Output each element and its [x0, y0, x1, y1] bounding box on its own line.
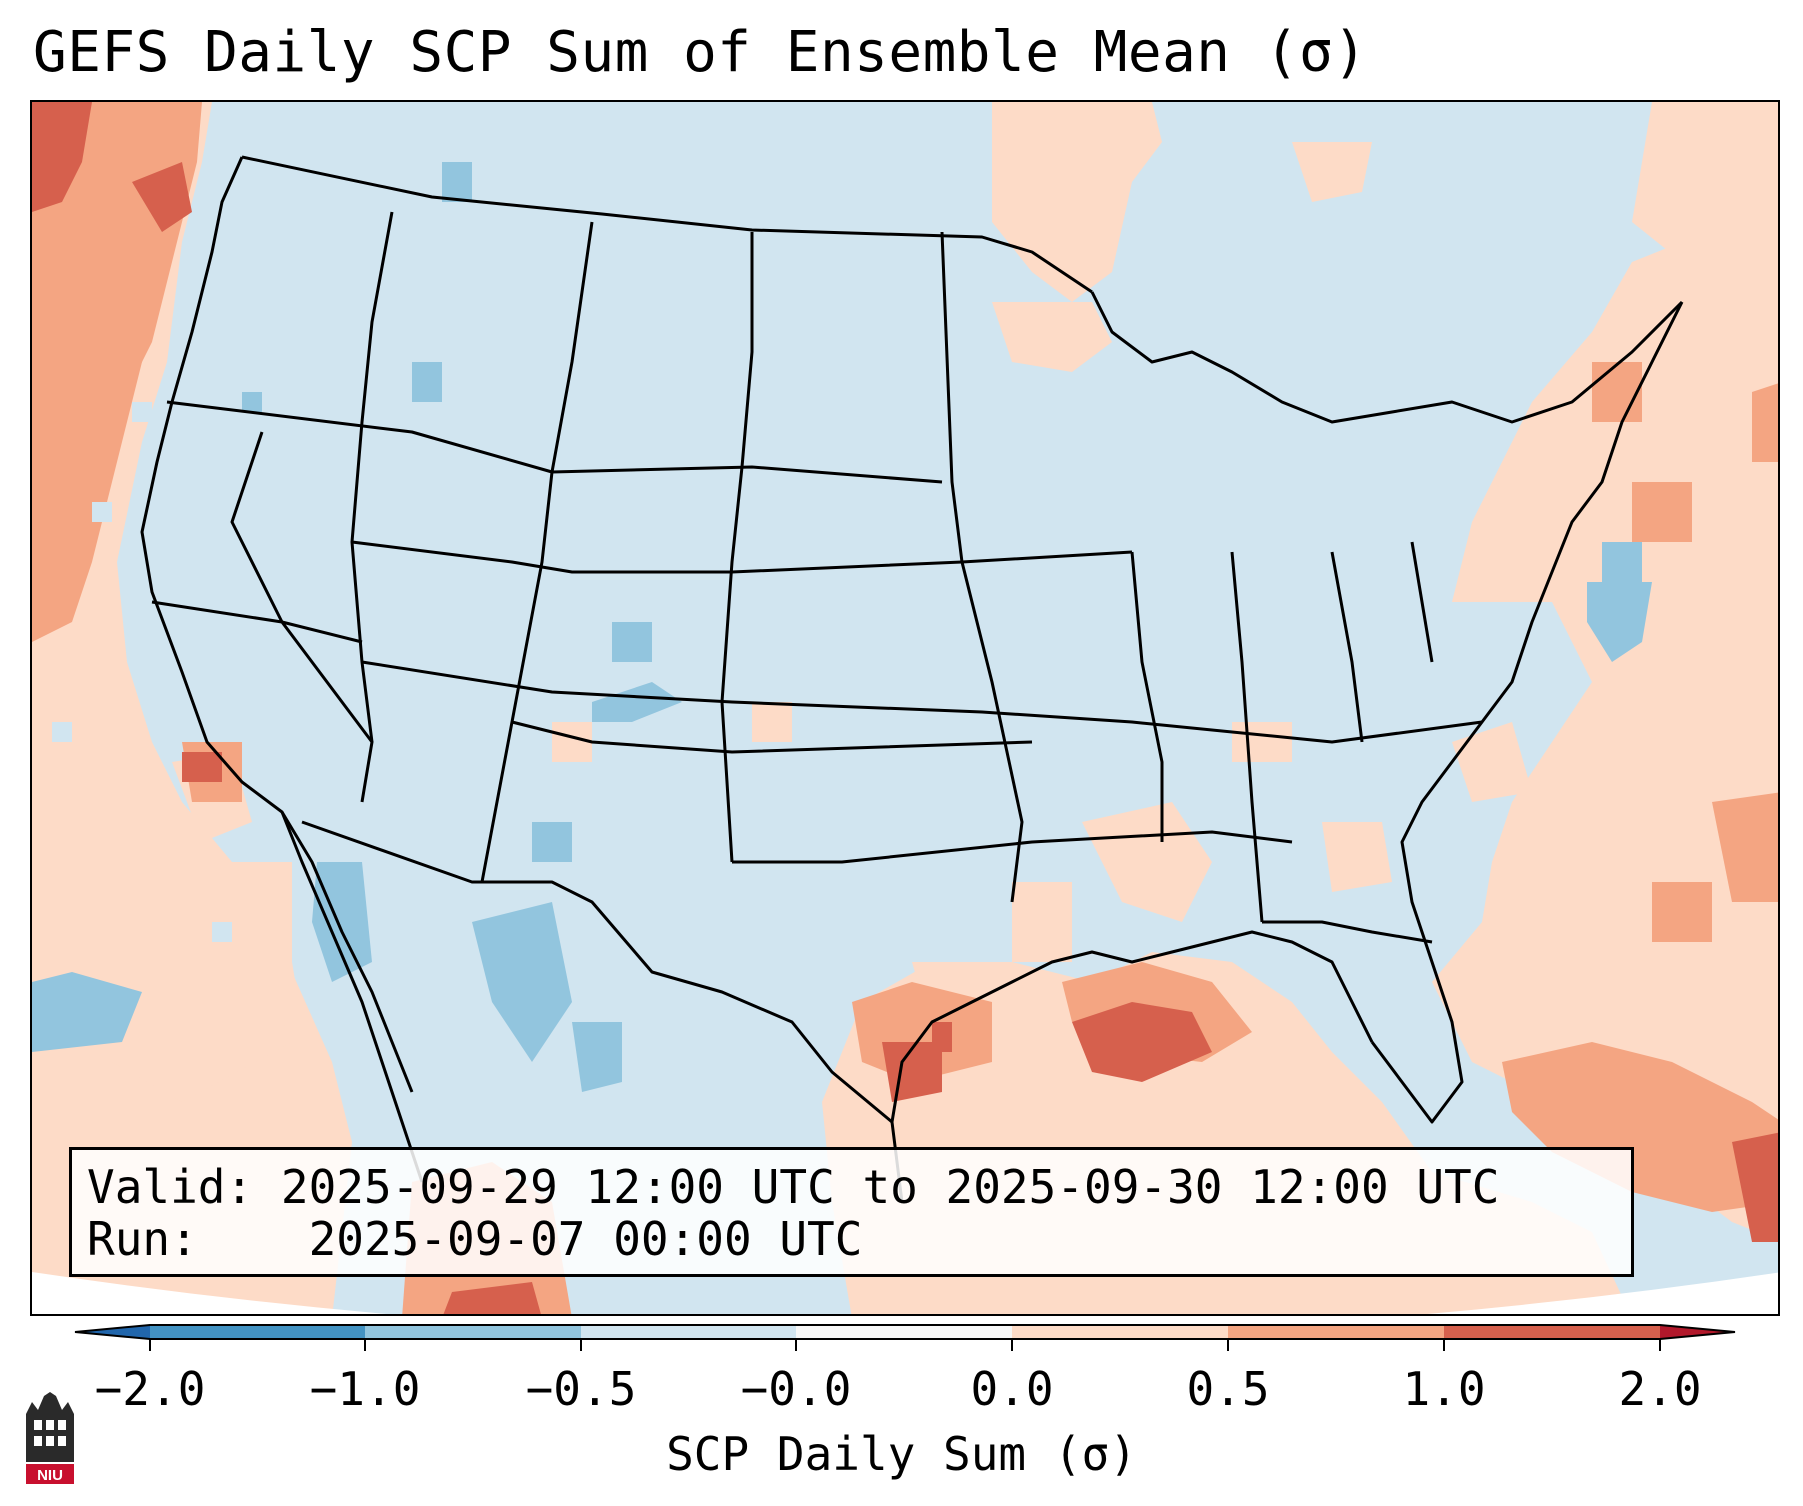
map-borders — [140, 155, 1684, 1203]
colorbar-extend-low — [75, 1325, 150, 1339]
colorbar-bin — [796, 1325, 1012, 1339]
projection-edge — [32, 1272, 1778, 1314]
colorbar-bin — [1012, 1325, 1228, 1339]
map-frame: Valid: 2025-09-29 12:00 UTC to 2025-09-3… — [30, 100, 1780, 1316]
logo-window — [34, 1420, 42, 1430]
colorbar-tick-label: 1.0 — [1402, 1362, 1486, 1416]
logo-window — [46, 1420, 54, 1430]
colorbar-bin — [365, 1325, 581, 1339]
valid-value: 2025-09-29 12:00 UTC to 2025-09-30 12:00… — [280, 1160, 1500, 1214]
colorbar — [74, 1324, 1736, 1351]
niu-logo: NIU — [26, 1392, 74, 1484]
run-line: Run: 2025-09-07 00:00 UTC — [87, 1212, 862, 1266]
anomaly-speckle — [52, 402, 232, 942]
colorbar-tick-label: 2.0 — [1618, 1362, 1702, 1416]
run-label: Run: — [87, 1212, 198, 1266]
anomaly-positive-strong — [32, 102, 1778, 1314]
colorbar-tick-label: 0.0 — [970, 1362, 1054, 1416]
colorbar-tick-label: −2.0 — [94, 1362, 206, 1416]
colorbar-tick-label: −0.5 — [525, 1362, 637, 1416]
logo-window — [34, 1436, 42, 1446]
map-svg — [32, 102, 1778, 1314]
colorbar-bin — [150, 1325, 365, 1339]
run-value: 2025-09-07 00:00 UTC — [308, 1212, 863, 1266]
colorbar-tick-label: −1.0 — [309, 1362, 421, 1416]
logo-window — [46, 1436, 54, 1446]
chart-title: GEFS Daily SCP Sum of Ensemble Mean (σ) — [33, 20, 1368, 85]
colorbar-tick-label: −0.0 — [740, 1362, 852, 1416]
logo-window — [58, 1436, 66, 1446]
colorbar-label: SCP Daily Sum (σ) — [666, 1427, 1137, 1481]
colorbar-bin — [1228, 1325, 1444, 1339]
logo-text: NIU — [37, 1467, 63, 1484]
anomaly-negative — [32, 162, 1652, 1092]
colorbar-extend-high — [1660, 1325, 1735, 1339]
colorbar-ticks — [149, 1339, 1661, 1351]
colorbar-bin — [581, 1325, 796, 1339]
logo-window — [58, 1420, 66, 1430]
valid-run-box: Valid: 2025-09-29 12:00 UTC to 2025-09-3… — [69, 1147, 1634, 1277]
valid-line: Valid: 2025-09-29 12:00 UTC to 2025-09-3… — [87, 1160, 1499, 1214]
valid-label: Valid: — [87, 1160, 254, 1214]
colorbar-bin — [1444, 1325, 1660, 1339]
colorbar-tick-label: 0.5 — [1186, 1362, 1270, 1416]
logo-banner — [26, 1464, 74, 1484]
